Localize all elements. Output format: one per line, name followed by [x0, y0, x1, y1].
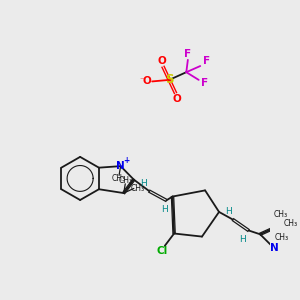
Text: ⁻: ⁻	[139, 75, 143, 84]
Text: H: H	[239, 235, 246, 244]
Text: CH₃: CH₃	[275, 233, 289, 242]
Text: O: O	[142, 76, 151, 86]
Text: H: H	[140, 179, 146, 188]
Text: H: H	[161, 205, 168, 214]
Text: H: H	[225, 207, 232, 216]
Text: F: F	[201, 78, 208, 88]
Text: O: O	[157, 56, 166, 66]
Text: N: N	[116, 161, 125, 171]
Text: Cl: Cl	[156, 246, 167, 256]
Text: CH₃: CH₃	[118, 176, 132, 185]
Text: O: O	[172, 94, 182, 104]
Text: S: S	[165, 74, 173, 86]
Text: F: F	[184, 50, 191, 59]
Text: CH₃: CH₃	[111, 174, 125, 183]
Text: CH₃: CH₃	[284, 219, 298, 228]
Text: +: +	[123, 156, 129, 165]
Text: CH₃: CH₃	[130, 184, 145, 193]
Text: CH₃: CH₃	[273, 210, 287, 219]
Text: N: N	[270, 243, 278, 253]
Text: F: F	[203, 56, 210, 66]
